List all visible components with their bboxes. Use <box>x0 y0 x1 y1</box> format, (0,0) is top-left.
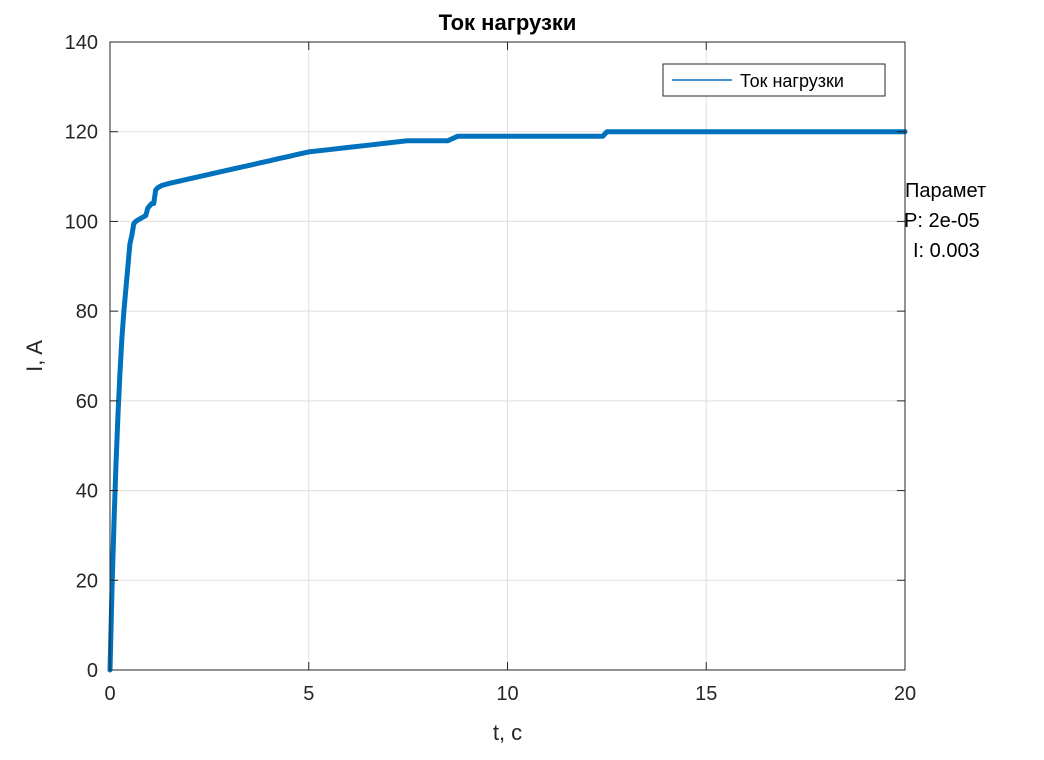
x-tick-label: 10 <box>496 683 518 705</box>
ticks: 0 5 10 15 20 0 20 40 60 80 100 120 140 <box>65 32 917 705</box>
y-tick-label: 100 <box>65 211 98 233</box>
y-axis-label: I, A <box>22 340 47 372</box>
annotation-line-title: Парамет <box>905 180 987 202</box>
x-tick-label: 0 <box>104 683 115 705</box>
parameter-annotation: Парамет P: 2e-05 I: 0.003 <box>904 176 987 266</box>
y-tick-label: 20 <box>76 570 98 592</box>
y-tick-label: 140 <box>65 32 98 54</box>
legend-label: Ток нагрузки <box>740 71 844 91</box>
x-tick-label: 5 <box>303 683 314 705</box>
series-layer <box>107 129 908 673</box>
x-axis-label: t, c <box>493 720 522 745</box>
grid <box>109 41 906 671</box>
x-tick-label: 20 <box>894 683 916 705</box>
y-tick-label: 80 <box>76 301 98 323</box>
x-tick-label: 15 <box>695 683 717 705</box>
series-line <box>107 129 908 673</box>
annotation-line-i: I: 0.003 <box>913 240 980 262</box>
legend[interactable]: Ток нагрузки <box>662 63 886 97</box>
y-tick-label: 120 <box>65 122 98 144</box>
chart-title: Ток нагрузки <box>439 10 577 35</box>
annotation-line-p: P: 2e-05 <box>904 210 980 232</box>
y-tick-label: 0 <box>87 660 98 682</box>
y-tick-label: 60 <box>76 391 98 413</box>
y-tick-label: 40 <box>76 481 98 503</box>
